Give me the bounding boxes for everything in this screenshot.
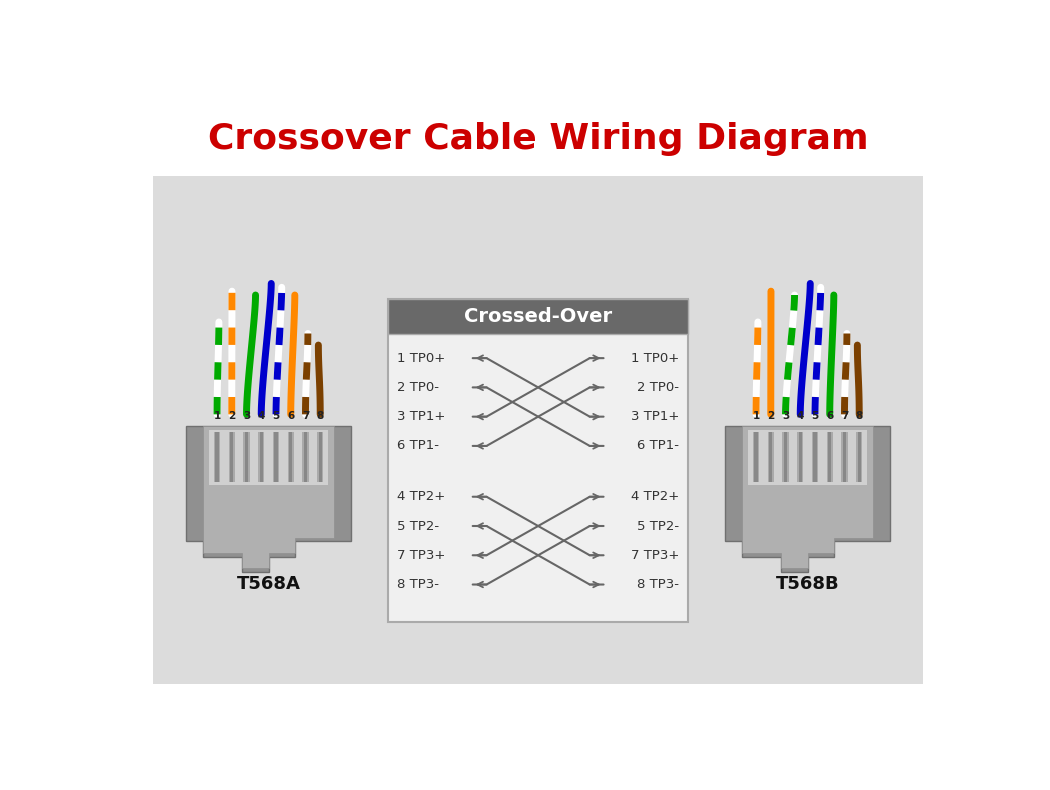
Bar xyxy=(209,430,328,485)
Bar xyxy=(843,432,846,482)
Bar xyxy=(288,432,294,482)
Bar xyxy=(856,432,862,482)
Bar xyxy=(153,175,923,684)
Text: 2: 2 xyxy=(228,412,235,421)
Bar xyxy=(274,432,277,482)
Text: 8 TP3-: 8 TP3- xyxy=(397,578,439,591)
Text: 5: 5 xyxy=(272,412,279,421)
Bar xyxy=(841,432,847,482)
Bar xyxy=(302,432,309,482)
Text: T568A: T568A xyxy=(236,575,300,592)
Text: 3: 3 xyxy=(243,412,250,421)
Text: 2 TP0-: 2 TP0- xyxy=(637,381,679,394)
Text: Crossover Cable Wiring Diagram: Crossover Cable Wiring Diagram xyxy=(208,122,868,156)
Bar xyxy=(214,432,220,482)
Bar xyxy=(273,432,279,482)
Text: 1: 1 xyxy=(213,412,220,421)
Text: 6 TP1-: 6 TP1- xyxy=(637,439,679,453)
Text: 8 TP3-: 8 TP3- xyxy=(637,578,679,591)
Bar xyxy=(828,432,832,482)
Text: 6 TP1-: 6 TP1- xyxy=(397,439,439,453)
Bar xyxy=(858,432,861,482)
Bar xyxy=(215,432,218,482)
Polygon shape xyxy=(742,426,874,568)
Text: 5 TP2-: 5 TP2- xyxy=(637,520,679,532)
Bar xyxy=(770,432,773,482)
Text: 6: 6 xyxy=(826,412,834,421)
Text: Crossed-Over: Crossed-Over xyxy=(464,307,612,325)
Bar xyxy=(826,432,833,482)
Text: 3: 3 xyxy=(782,412,790,421)
Text: 5 TP2-: 5 TP2- xyxy=(397,520,439,532)
Polygon shape xyxy=(186,426,351,572)
Bar xyxy=(753,432,759,482)
Text: 6: 6 xyxy=(287,412,294,421)
Bar xyxy=(782,432,789,482)
Text: 8: 8 xyxy=(856,412,863,421)
Text: 3 TP1+: 3 TP1+ xyxy=(631,410,679,423)
Text: 7: 7 xyxy=(841,412,848,421)
Bar xyxy=(799,432,802,482)
Bar xyxy=(230,432,233,482)
Text: 2: 2 xyxy=(768,412,775,421)
Bar xyxy=(814,432,817,482)
Polygon shape xyxy=(204,426,334,568)
Bar xyxy=(303,432,307,482)
Text: 7 TP3+: 7 TP3+ xyxy=(397,549,445,562)
Bar xyxy=(797,432,803,482)
Bar xyxy=(388,299,689,623)
Text: 3 TP1+: 3 TP1+ xyxy=(397,410,445,423)
Text: 7: 7 xyxy=(301,412,309,421)
Bar xyxy=(245,432,248,482)
Text: 2 TP0-: 2 TP0- xyxy=(397,381,439,394)
Text: 8: 8 xyxy=(317,412,323,421)
Bar xyxy=(244,432,250,482)
Text: 7 TP3+: 7 TP3+ xyxy=(631,549,679,562)
Bar xyxy=(812,432,818,482)
Bar xyxy=(768,432,774,482)
Polygon shape xyxy=(726,426,890,572)
Text: 4: 4 xyxy=(797,412,804,421)
Bar xyxy=(258,432,265,482)
Bar xyxy=(319,432,321,482)
Text: 1 TP0+: 1 TP0+ xyxy=(397,352,445,365)
Bar xyxy=(259,432,262,482)
Text: 4: 4 xyxy=(257,412,265,421)
Text: 4 TP2+: 4 TP2+ xyxy=(397,491,445,503)
Bar xyxy=(784,432,788,482)
Bar xyxy=(388,299,689,333)
Bar xyxy=(749,430,867,485)
Bar xyxy=(755,432,758,482)
Text: T568B: T568B xyxy=(776,575,839,592)
Bar xyxy=(229,432,235,482)
Text: 1: 1 xyxy=(753,412,759,421)
Bar xyxy=(317,432,323,482)
Text: 4 TP2+: 4 TP2+ xyxy=(631,491,679,503)
Text: 5: 5 xyxy=(812,412,819,421)
Text: 1 TP0+: 1 TP0+ xyxy=(631,352,679,365)
Bar xyxy=(289,432,292,482)
